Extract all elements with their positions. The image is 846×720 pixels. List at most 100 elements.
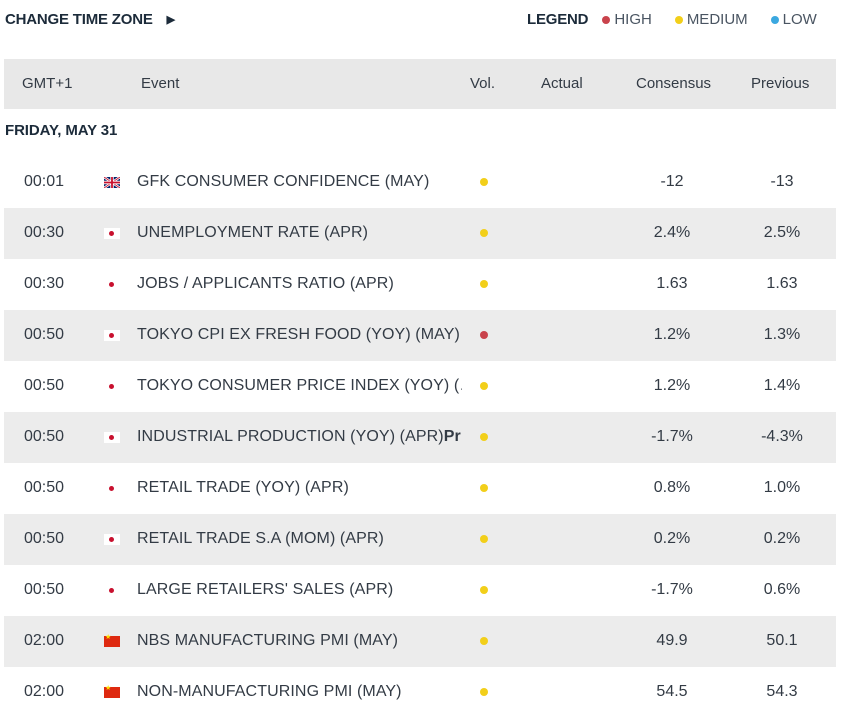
volatility-medium-dot-icon [480,280,488,288]
table-row[interactable]: 00:50 INDUSTRIAL PRODUCTION (YOY) (APR)Pr… [4,412,836,463]
event-name[interactable]: UNEMPLOYMENT RATE (APR) [137,224,369,241]
cn-flag-icon [104,633,120,647]
event-name-cell[interactable]: TOKYO CPI EX FRESH FOOD (YOY) (MAY) [137,326,462,344]
event-time: 00:50 [24,428,65,445]
event-time: 02:00 [24,632,65,649]
table-header: GMT+1 Event Vol. Actual Consensus Previo… [4,59,836,109]
table-row[interactable]: 00:50 TOKYO CPI EX FRESH FOOD (YOY) (MAY)… [4,310,836,361]
previous-value: 0.6% [763,581,801,598]
event-name-cell[interactable]: NON-MANUFACTURING PMI (MAY) [137,683,462,701]
event-name-suffix[interactable]: Pr… [443,428,462,445]
legend-label-low: LOW [782,11,817,28]
table-row[interactable]: 00:50 RETAIL TRADE (YOY) (APR) 0.8% 1.0% [4,463,836,514]
previous-value: 50.1 [766,632,798,649]
column-header-time[interactable]: GMT+1 [22,75,73,92]
event-time: 00:50 [24,479,65,496]
event-name[interactable]: RETAIL TRADE S.A (MOM) (APR) [137,530,384,547]
jp-flag-icon [104,279,120,290]
event-name[interactable]: NON-MANUFACTURING PMI (MAY) [137,683,402,700]
consensus-value: -1.7% [651,428,693,445]
column-header-vol[interactable]: Vol. [470,75,496,92]
column-header-consensus[interactable]: Consensus [636,75,712,92]
consensus-value: 2.4% [653,224,691,241]
top-bar: CHANGE TIME ZONE ▶ LEGEND HIGH MEDIUM LO… [0,0,846,58]
medium-dot-icon [674,15,683,24]
event-name[interactable]: INDUSTRIAL PRODUCTION (YOY) (APR) [137,428,444,445]
consensus-value: 1.63 [656,275,688,292]
legend-item-low: LOW [770,11,817,28]
jp-flag-icon [104,381,120,392]
event-name-cell[interactable]: JOBS / APPLICANTS RATIO (APR) [137,275,462,293]
jp-flag-icon [104,330,120,341]
event-name-cell[interactable]: GFK CONSUMER CONFIDENCE (MAY) [137,173,462,191]
jp-flag-icon [104,483,120,494]
table-row[interactable]: 00:01 GFK CONSUMER CONFIDENCE (MAY) -12 -13 [4,157,836,208]
event-time: 00:50 [24,326,65,343]
table-row[interactable]: 02:00 NON-MANUFACTURING PMI (MAY) 54.5 54.3 [4,667,836,718]
consensus-value: -12 [660,173,684,190]
legend-item-medium: MEDIUM [674,11,748,28]
event-time: 00:30 [24,224,65,241]
event-name[interactable]: TOKYO CONSUMER PRICE INDEX (YOY) (… [137,377,462,394]
previous-value: 1.4% [763,377,801,394]
volatility-medium-dot-icon [480,229,488,237]
volatility-medium-dot-icon [480,484,488,492]
event-name[interactable]: TOKYO CPI EX FRESH FOOD (YOY) (MAY) [137,326,460,343]
event-name-cell[interactable]: TOKYO CONSUMER PRICE INDEX (YOY) (… [137,377,462,395]
volatility-medium-dot-icon [480,535,488,543]
legend-item-high: HIGH [602,11,652,28]
column-header-previous[interactable]: Previous [751,75,810,92]
event-name-cell[interactable]: LARGE RETAILERS' SALES (APR) [137,581,462,599]
table-row[interactable]: 02:00 NBS MANUFACTURING PMI (MAY) 49.9 50.1 [4,616,836,667]
event-time: 00:50 [24,581,65,598]
low-dot-icon [770,15,779,24]
previous-value: 1.63 [766,275,798,292]
volatility-medium-dot-icon [480,688,488,696]
previous-value: 0.2% [763,530,801,547]
event-name-cell[interactable]: RETAIL TRADE S.A (MOM) (APR) [137,530,462,548]
play-triangle-icon: ▶ [166,14,175,26]
event-time: 00:01 [24,173,65,190]
legend-title: LEGEND [527,11,589,28]
volatility-medium-dot-icon [480,637,488,645]
change-time-zone-label: CHANGE TIME ZONE [5,11,153,28]
event-name[interactable]: GFK CONSUMER CONFIDENCE (MAY) [137,173,430,190]
event-name[interactable]: RETAIL TRADE (YOY) (APR) [137,479,349,496]
event-time: 00:30 [24,275,65,292]
consensus-value: 1.2% [653,377,691,394]
volatility-medium-dot-icon [480,586,488,594]
event-name[interactable]: LARGE RETAILERS' SALES (APR) [137,581,394,598]
event-name-cell[interactable]: UNEMPLOYMENT RATE (APR) [137,224,462,242]
previous-value: 2.5% [763,224,801,241]
legend-label-high: HIGH [614,11,652,28]
event-name-cell[interactable]: RETAIL TRADE (YOY) (APR) [137,479,462,497]
previous-value: 54.3 [766,683,798,700]
event-name-cell[interactable]: NBS MANUFACTURING PMI (MAY) [137,632,462,650]
event-name-cell[interactable]: INDUSTRIAL PRODUCTION (YOY) (APR)Pr… [137,428,462,446]
cn-flag-icon [104,684,120,698]
table-row[interactable]: 00:50 LARGE RETAILERS' SALES (APR) -1.7% 0.… [4,565,836,616]
table-row[interactable]: 00:50 TOKYO CONSUMER PRICE INDEX (YOY) (…… [4,361,836,412]
event-time: 02:00 [24,683,65,700]
column-header-actual[interactable]: Actual [541,75,583,92]
previous-value: 1.3% [763,326,801,343]
legend: LEGEND HIGH MEDIUM LOW [527,11,817,28]
event-time: 00:50 [24,377,65,394]
change-time-zone-button[interactable]: CHANGE TIME ZONE ▶ [5,11,175,28]
volatility-medium-dot-icon [480,382,488,390]
event-name[interactable]: NBS MANUFACTURING PMI (MAY) [137,632,399,649]
event-name[interactable]: JOBS / APPLICANTS RATIO (APR) [137,275,394,292]
jp-flag-icon [104,432,120,443]
volatility-medium-dot-icon [480,433,488,441]
events-table: 00:01 GFK CONSUMER CONFIDENCE (MAY) -12 -13… [4,157,836,718]
table-row[interactable]: 00:30 JOBS / APPLICANTS RATIO (APR) 1.63 1.… [4,259,836,310]
consensus-value: 1.2% [653,326,691,343]
volatility-high-dot-icon [480,331,488,339]
column-header-event[interactable]: Event [141,75,180,92]
jp-flag-icon [104,585,120,596]
table-row[interactable]: 00:30 UNEMPLOYMENT RATE (APR) 2.4% 2.5% [4,208,836,259]
consensus-value: -1.7% [651,581,693,598]
table-row[interactable]: 00:50 RETAIL TRADE S.A (MOM) (APR) 0.2% 0.2… [4,514,836,565]
consensus-value: 49.9 [656,632,688,649]
event-time: 00:50 [24,530,65,547]
